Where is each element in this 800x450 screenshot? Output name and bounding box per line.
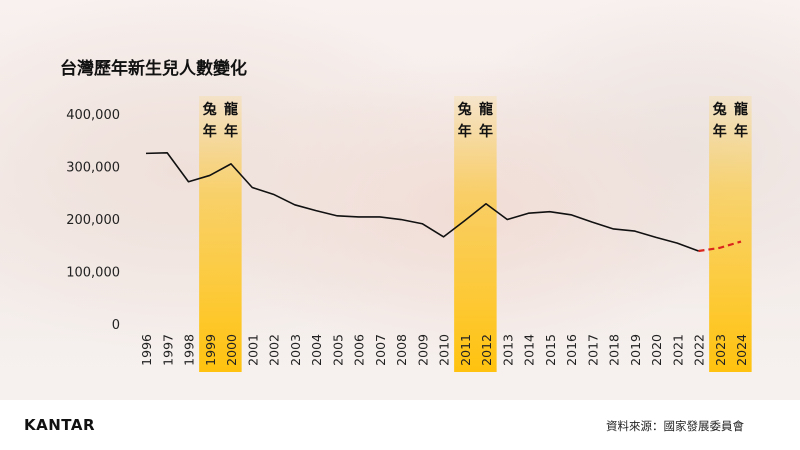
highlight-label-char: 年: [203, 123, 217, 140]
highlight-band-2: [709, 96, 752, 372]
y-axis: 0 100,000 200,000 300,000 400,000: [66, 108, 120, 333]
y-tick-label: 400,000: [66, 108, 120, 123]
x-tick-label: 1996: [139, 334, 154, 366]
background-photo: [0, 0, 800, 400]
x-tick-label: 2017: [585, 334, 600, 366]
x-tick-label: 2018: [607, 334, 622, 366]
x-tick-label: 2022: [692, 334, 707, 366]
source-note: 資料來源：國家發展委員會: [606, 419, 744, 433]
x-tick-label: 2014: [522, 334, 537, 366]
highlight-band-1: [454, 96, 497, 372]
highlight-label-char: 兔: [712, 101, 727, 118]
series-line-0: [145, 152, 699, 252]
y-tick-label: 300,000: [66, 161, 120, 176]
x-tick-label: 2021: [670, 334, 685, 366]
x-tick-label: 2013: [500, 334, 515, 366]
x-tick-label: 2003: [288, 334, 303, 366]
highlight-label-char: 兔: [457, 101, 472, 118]
highlight-label-char: 龍: [224, 101, 238, 118]
x-tick-label: 2019: [628, 334, 643, 366]
series-lines: [145, 152, 742, 253]
series-line-1: [698, 240, 742, 253]
x-tick-label: 2009: [415, 334, 430, 366]
x-tick-label: 2020: [649, 334, 664, 366]
y-tick-label: 200,000: [66, 213, 120, 228]
y-tick-label: 0: [112, 318, 120, 333]
x-tick-label: 2008: [394, 334, 409, 366]
x-axis: 1996 1997 1998 1999 2000 2001 2002 2003 2004 2005…: [139, 334, 749, 366]
x-tick-label: 1999: [203, 334, 218, 366]
highlight-label-char: 龍: [734, 101, 748, 118]
highlight-label-char: 年: [734, 123, 748, 140]
highlight-label-char: 年: [479, 123, 493, 140]
chart-title: 台灣歷年新生兒人數變化: [60, 59, 247, 79]
x-tick-label: 2007: [373, 334, 388, 366]
x-tick-label: 2000: [224, 334, 239, 366]
x-tick-label: 2024: [734, 334, 749, 366]
x-tick-label: 2002: [267, 334, 282, 366]
highlight-label-char: 年: [713, 123, 727, 140]
x-tick-label: 1998: [182, 334, 197, 366]
x-tick-label: 2015: [543, 334, 558, 366]
footer: KANTAR 資料來源：國家發展委員會: [0, 400, 800, 450]
highlight-label-char: 年: [224, 123, 238, 140]
x-tick-label: 2023: [713, 334, 728, 366]
x-tick-label: 2016: [564, 334, 579, 366]
highlight-label-char: 年: [458, 123, 472, 140]
x-tick-label: 2001: [245, 334, 260, 366]
y-tick-label: 100,000: [66, 266, 120, 281]
highlight-label-char: 兔: [202, 101, 217, 118]
highlight-band-0: [199, 96, 242, 372]
kantar-logo: KANTAR: [24, 416, 96, 434]
x-tick-label: 2010: [437, 334, 452, 366]
x-tick-label: 1997: [160, 334, 175, 366]
x-tick-label: 2011: [458, 334, 473, 366]
x-tick-label: 2012: [479, 334, 494, 366]
x-tick-label: 2006: [352, 334, 367, 366]
x-tick-label: 2005: [330, 334, 345, 366]
x-tick-label: 2004: [309, 334, 324, 366]
highlight-label-char: 龍: [479, 101, 493, 118]
